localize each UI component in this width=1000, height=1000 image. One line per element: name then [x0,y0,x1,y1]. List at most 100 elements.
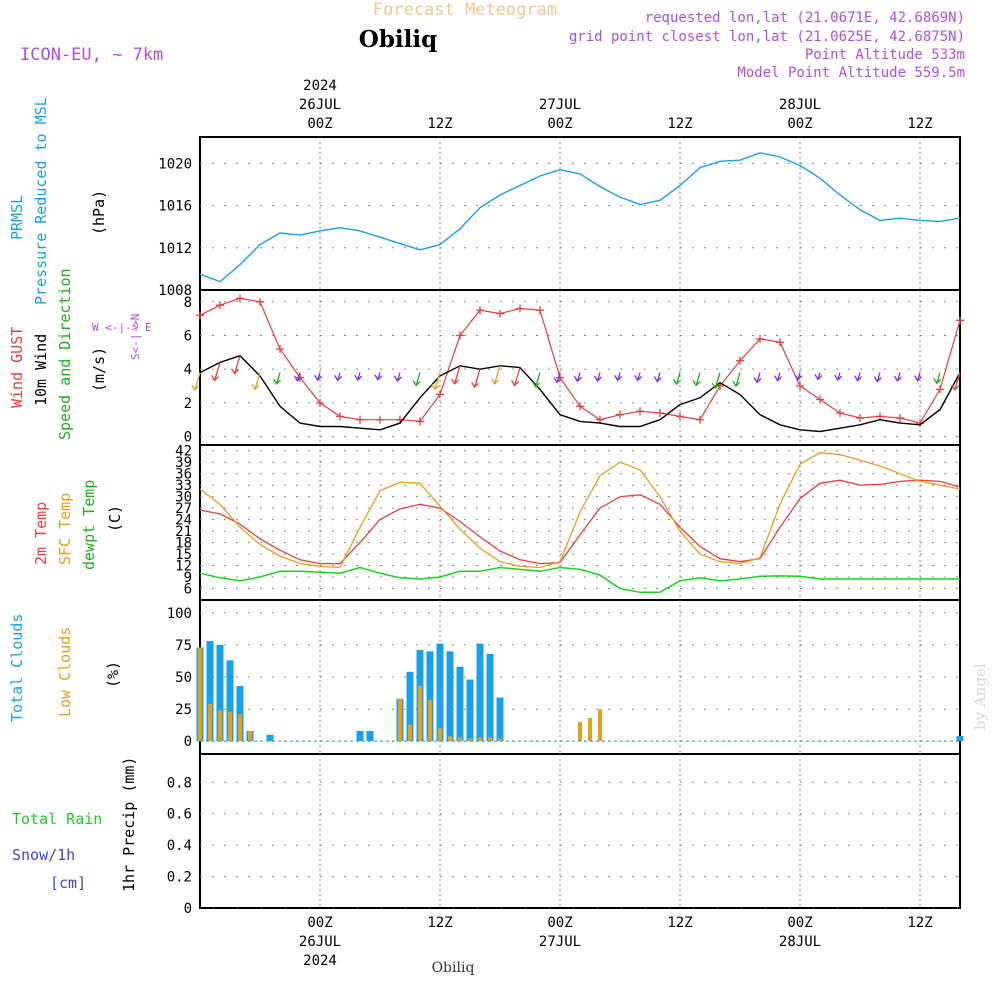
total-clouds-label: Total Clouds [8,614,26,722]
gust-marker [756,334,764,343]
wind-arrow [314,372,323,382]
time-label-top: 12Z [427,116,452,132]
gust-marker [416,417,424,426]
wind-arrow [532,372,541,389]
y-tick-label: 75 [175,638,192,654]
time-label-bottom: 00Z [547,915,572,931]
wind-arrow [293,372,302,383]
model-point-altitude: Model Point Altitude 559.5m [737,65,965,81]
time-label-bottom: 28JUL [779,934,821,950]
wind-arrow [431,372,441,391]
total-cloud-bar [266,734,274,742]
y-tick-label: 36 [175,467,192,483]
pressure-line [199,152,961,283]
wind-arrow [374,372,383,381]
snow-unit: [cm] [50,874,86,892]
y-tick-label: 0 [184,901,192,917]
total-cloud-bar [436,643,444,742]
y-tick-label: 42 [175,444,192,460]
gust-marker [196,311,204,320]
y-tick-label: 39 [175,455,192,471]
time-label-top: 26JUL [299,97,341,113]
gust-marker [576,402,584,411]
time-label-top: 00Z [787,116,812,132]
wind-arrow [873,372,882,383]
panel-frame [199,444,961,601]
y-tick-label: 1012 [158,241,192,257]
wind-arrow [511,367,521,387]
gust-marker [236,294,244,303]
temp-2m-label: 2m Temp [32,502,50,565]
low-cloud-bar [248,730,252,742]
gust-marker [216,301,224,310]
product-title: Forecast Meteogram [373,0,557,20]
low-cloud-bar [408,724,412,742]
time-label-top: 12Z [667,116,692,132]
low-cloud-bar [468,738,472,742]
wind-arrow [794,372,803,381]
time-axis: 2024 26JUL 00Z 12Z 27JUL 00Z 12Z 28JUL 00Z 12Z 00Z… [299,78,933,969]
gust-marker [956,316,964,325]
wind-gust-label: Wind GUST [8,327,26,408]
time-label-bottom: 00Z [787,915,812,931]
time-label-bottom: 00Z [307,915,332,931]
prmsl-unit: (hPa) [90,190,108,235]
gust-marker [436,390,444,399]
t2m-line [199,479,961,565]
time-label-bottom: 2024 [303,953,337,969]
low-clouds-label: Low Clouds [56,627,74,717]
y-tick-label: 21 [175,524,192,540]
wind-arrow [593,372,602,383]
clouds-unit: (%) [104,661,122,688]
wind-arrow [854,372,863,382]
low-cloud-bar [438,728,442,742]
gust-marker [256,297,264,306]
total-cloud-bar [486,653,494,742]
wind-arrow [834,372,843,382]
total-cloud-bar [956,736,964,742]
wind-arrow [354,372,363,382]
wind-arrow [614,372,623,382]
precip-axis-label: 1hr Precip (mm) [120,757,138,892]
y-tick-label: 18 [175,536,192,552]
wind-dir-label: Speed and Direction [56,268,74,440]
compass-we: W <-|-> E [92,321,152,334]
total-cloud-bar [366,730,374,742]
low-cloud-bar [208,703,212,742]
wind-arrow [191,372,201,392]
wind-arrow [951,372,961,392]
y-tick-label: 25 [175,702,192,718]
y-tick-label: 2 [184,396,192,412]
y-tick-label: 12 [175,559,192,575]
y-tick-label: 6 [184,582,192,598]
credit-watermark: by Angel [971,663,989,730]
temp-sfc-label: SFC Temp [56,493,74,565]
y-tick-label: 33 [175,478,192,494]
low-cloud-bar [228,711,232,742]
y-tick-label: 4 [184,362,192,378]
wind-arrow [553,372,562,384]
gust-marker [516,304,524,313]
total-cloud-bar [206,641,214,742]
total-cloud-bar [466,679,474,742]
panel-frame [199,136,961,291]
time-label-bottom: 12Z [907,915,932,931]
temp-dewpt-label: dewpt Temp [80,480,98,570]
low-cloud-bar [498,738,502,742]
total-cloud-bar [426,651,434,742]
total-cloud-bar [476,643,484,742]
wind-arrow [774,372,783,382]
wind-arrow [711,372,721,390]
prmsl-label-2: Pressure Reduced to MSL [32,97,50,305]
time-label-bottom: 27JUL [539,934,581,950]
wind-arrow [933,372,942,385]
wind-arrow [634,372,643,382]
time-label-top: 27JUL [539,97,581,113]
y-tick-label: 100 [167,606,192,622]
gust-marker [356,415,364,424]
wind-arrow [814,372,823,381]
y-tick-label: 6 [184,328,192,344]
wind-arrow [653,372,662,383]
low-cloud-bar [218,710,222,742]
